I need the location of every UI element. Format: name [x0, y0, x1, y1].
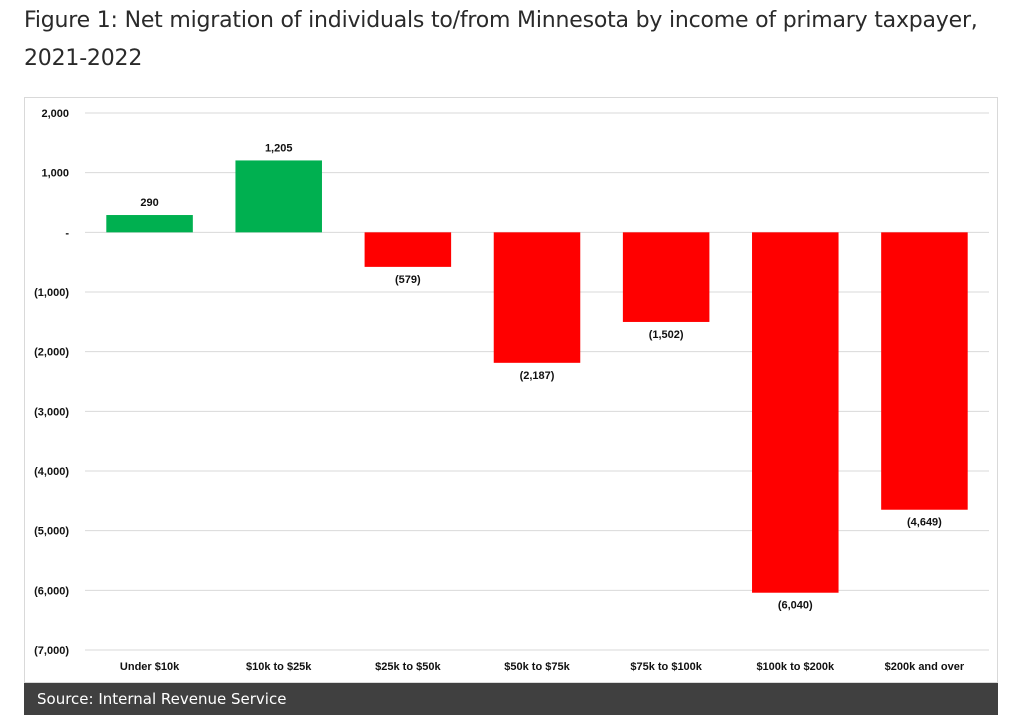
x-tick-label: $75k to $100k	[630, 661, 702, 673]
data-labels: 290 1,205 (579) (2,187) (1,502) (6,040) (4,649…	[140, 142, 942, 611]
bar-chart: 2,000 1,000 - (1,000) (2,000) (3,000) (4,000) (…	[34, 108, 989, 673]
data-label: (6,040)	[778, 600, 813, 612]
source-text: Source: Internal Revenue Service	[37, 690, 287, 708]
x-axis-ticks: Under $10k $10k to $25k $25k to $50k $50k t…	[120, 661, 965, 673]
y-tick-label: (1,000)	[34, 287, 69, 299]
chart-area: 2,000 1,000 - (1,000) (2,000) (3,000) (4,000) (…	[24, 97, 998, 683]
y-tick-label: (2,000)	[34, 347, 69, 359]
x-tick-label: Under $10k	[120, 661, 180, 673]
y-axis-ticks: 2,000 1,000 - (1,000) (2,000) (3,000) (4,000) (…	[34, 108, 69, 657]
source-footer: Source: Internal Revenue Service	[24, 683, 998, 715]
data-label: (4,649)	[907, 517, 942, 529]
x-tick-label: $100k to $200k	[756, 661, 835, 673]
data-label: 1,205	[265, 142, 293, 154]
y-tick-label: 2,000	[41, 108, 69, 120]
y-tick-label: (4,000)	[34, 466, 69, 478]
chart-title: Figure 1: Net migration of individuals t…	[24, 8, 978, 71]
bar	[364, 232, 452, 267]
bar	[106, 215, 193, 233]
y-tick-label: (5,000)	[34, 526, 69, 538]
x-tick-label: $200k and over	[885, 661, 965, 673]
bar	[235, 160, 322, 233]
data-label: (579)	[395, 274, 421, 286]
x-tick-label: $25k to $50k	[375, 661, 441, 673]
y-tick-label: (7,000)	[34, 645, 69, 657]
data-label: (1,502)	[649, 329, 684, 341]
y-tick-label: (3,000)	[34, 406, 69, 418]
bar	[881, 232, 968, 510]
x-tick-label: $50k to $75k	[504, 661, 570, 673]
bar	[752, 232, 839, 593]
y-tick-label: -	[65, 227, 69, 239]
bars	[106, 160, 968, 593]
y-tick-label: 1,000	[41, 168, 69, 180]
x-tick-label: $10k to $25k	[246, 661, 312, 673]
y-tick-label: (6,000)	[34, 585, 69, 597]
bar	[493, 232, 581, 363]
data-label: (2,187)	[520, 370, 555, 382]
bar	[622, 232, 710, 322]
data-label: 290	[140, 197, 158, 209]
